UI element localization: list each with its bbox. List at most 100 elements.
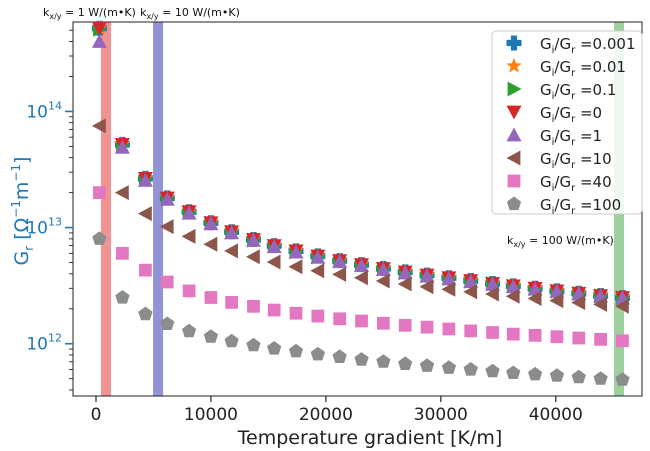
data-point xyxy=(311,309,325,323)
data-point xyxy=(246,249,260,265)
y-axis-label: Gr[Ω−1m−1] xyxy=(9,157,36,266)
data-point xyxy=(266,239,282,253)
data-point xyxy=(485,363,500,378)
legend-label: Gi/Gr =1 xyxy=(540,127,602,148)
data-point xyxy=(116,246,129,260)
series xyxy=(91,118,629,314)
data-point xyxy=(376,354,391,368)
data-point xyxy=(267,303,281,317)
x-tick-label: 40000 xyxy=(529,405,583,425)
legend-marker xyxy=(506,57,522,73)
series xyxy=(92,231,630,386)
data-point xyxy=(114,139,130,154)
data-point xyxy=(224,333,239,348)
data-point xyxy=(528,329,542,342)
data-point xyxy=(420,320,434,334)
data-point xyxy=(114,185,129,201)
reference-line xyxy=(100,22,111,396)
legend-label: Gi/Gr =100 xyxy=(540,196,621,217)
data-point xyxy=(181,228,196,244)
data-point xyxy=(181,205,197,220)
data-point xyxy=(485,276,501,291)
series xyxy=(91,34,630,305)
data-point xyxy=(247,299,260,313)
data-point xyxy=(332,254,348,268)
series xyxy=(93,186,629,348)
data-point xyxy=(355,314,368,328)
data-point xyxy=(93,186,106,199)
data-point xyxy=(398,318,412,332)
legend-label: Gi/Gr =0.01 xyxy=(540,58,626,79)
data-point xyxy=(203,236,218,252)
data-point xyxy=(354,258,369,272)
data-point xyxy=(138,306,153,321)
data-point xyxy=(137,206,152,222)
data-point xyxy=(354,352,369,366)
data-point xyxy=(527,291,542,306)
data-point xyxy=(419,279,434,295)
data-point xyxy=(266,254,281,270)
legend-label: Gi/Gr =0.001 xyxy=(540,35,636,56)
legend-marker xyxy=(507,174,521,188)
data-point xyxy=(506,365,521,379)
data-point xyxy=(486,326,499,339)
data-point xyxy=(463,362,478,376)
data-point xyxy=(375,273,390,289)
data-point xyxy=(115,290,130,304)
data-point xyxy=(310,249,326,264)
data-point xyxy=(91,118,106,134)
data-point xyxy=(528,366,543,381)
data-point xyxy=(92,231,107,245)
data-point xyxy=(398,356,413,370)
data-points xyxy=(91,20,631,386)
y-tick-label: 1014 xyxy=(26,99,62,122)
data-point xyxy=(615,372,630,386)
data-point xyxy=(310,263,325,279)
x-axis: 0 10000 20000 30000 40000 xyxy=(91,396,583,425)
data-point xyxy=(441,281,456,297)
data-point xyxy=(593,296,607,312)
data-point xyxy=(91,34,107,48)
data-point xyxy=(204,291,218,304)
y-tick-label: 1012 xyxy=(26,332,62,355)
data-point xyxy=(441,360,456,374)
data-point xyxy=(419,358,435,372)
data-point xyxy=(419,268,435,283)
x-tick-label: 20000 xyxy=(299,405,353,425)
reference-line-label: kx/y = 1 W/(m•K) xyxy=(43,6,136,21)
data-point xyxy=(224,243,238,259)
data-point xyxy=(288,343,304,358)
data-point xyxy=(203,216,219,231)
data-point xyxy=(397,276,412,292)
data-point xyxy=(246,337,261,352)
data-point xyxy=(571,295,586,311)
data-point xyxy=(441,271,457,286)
data-point xyxy=(571,369,586,384)
reference-line-labels: kx/y = 1 W/(m•K) kx/y = 10 W/(m•K) kx/y = … xyxy=(43,6,614,249)
data-point xyxy=(442,322,456,336)
legend-box xyxy=(491,30,643,215)
data-point xyxy=(485,286,499,302)
x-tick-label: 0 xyxy=(91,405,102,425)
data-point xyxy=(203,329,219,343)
data-point xyxy=(182,323,197,338)
data-point xyxy=(397,265,413,280)
data-point xyxy=(549,283,565,298)
data-point xyxy=(463,284,478,300)
data-point xyxy=(616,334,629,348)
reference-line xyxy=(153,22,164,396)
data-point xyxy=(505,279,521,293)
data-point xyxy=(375,262,391,276)
legend-marker xyxy=(506,196,522,211)
legend-marker xyxy=(506,127,522,142)
data-point xyxy=(572,331,586,345)
legend-marker xyxy=(507,81,522,97)
data-point xyxy=(267,341,282,355)
data-point xyxy=(288,259,303,275)
legend-label: Gi/Gr =0 xyxy=(540,104,602,125)
data-point xyxy=(376,316,390,330)
legend-label: Gi/Gr =10 xyxy=(540,150,612,171)
data-point xyxy=(527,281,543,296)
